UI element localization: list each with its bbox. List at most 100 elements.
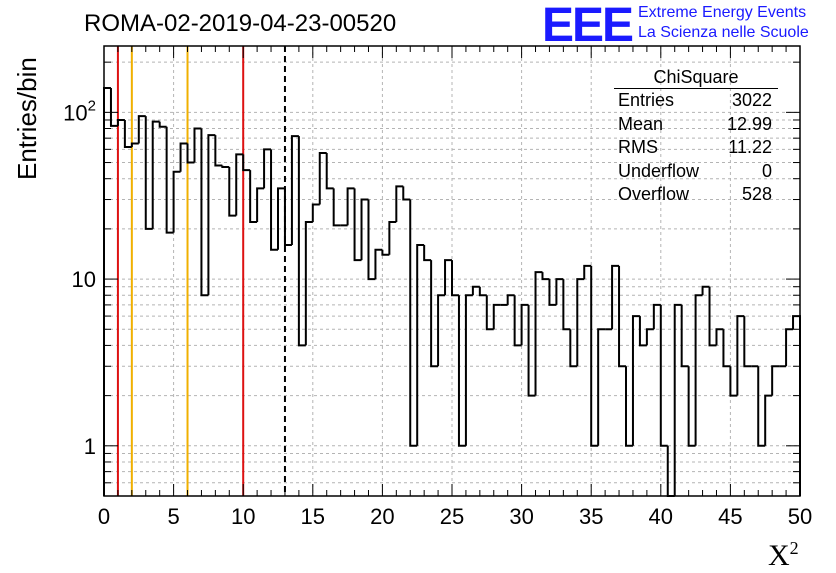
- histogram-bin: [249, 170, 258, 223]
- histogram-bin: [158, 121, 167, 128]
- histogram-bin: [457, 295, 466, 447]
- stats-value: 11.22: [728, 137, 772, 157]
- histogram-bin: [165, 126, 174, 234]
- histogram-bin: [402, 186, 411, 201]
- histogram-bin: [736, 315, 745, 396]
- stats-value: 528: [741, 184, 772, 204]
- histogram-bin: [555, 278, 564, 305]
- histogram-bin: [597, 328, 606, 446]
- histogram-bin: [576, 278, 585, 367]
- x-tick-label: 50: [788, 504, 812, 529]
- stats-row: Overflow 528: [614, 183, 778, 207]
- histogram-bin: [367, 199, 376, 281]
- histogram-bin: [416, 244, 425, 446]
- histogram-bin: [444, 259, 452, 296]
- histogram-bin: [638, 316, 647, 347]
- histogram-bin: [527, 304, 536, 397]
- histogram-bin: [277, 187, 285, 250]
- histogram-bin: [687, 366, 696, 447]
- histogram-bin: [708, 286, 717, 347]
- x-tick-label: 35: [579, 504, 603, 529]
- histogram-bin: [437, 294, 446, 367]
- histogram-bin: [478, 286, 487, 297]
- stats-row: Mean 12.99: [614, 113, 778, 137]
- histogram-bin: [792, 315, 801, 496]
- x-tick-label: 0: [98, 504, 110, 529]
- histogram-bin: [353, 188, 362, 262]
- histogram-bin: [645, 328, 654, 346]
- histogram-bin: [729, 366, 738, 397]
- histogram-bin: [464, 294, 473, 446]
- logo-line-1: Extreme Energy Events: [638, 4, 807, 21]
- histogram-bin: [179, 142, 188, 172]
- x-tick-label: 10: [231, 504, 255, 529]
- histogram-bin: [611, 264, 620, 330]
- histogram-bin: [430, 260, 439, 368]
- x-axis-label: X2: [768, 538, 799, 573]
- histogram-bin: [715, 328, 724, 346]
- histogram-bin: [520, 303, 529, 346]
- histogram-bin: [283, 188, 292, 247]
- histogram-bin: [785, 328, 794, 367]
- x-tick-label: 5: [167, 504, 179, 529]
- histogram-bin: [123, 119, 132, 148]
- histogram-bin: [311, 203, 320, 222]
- stats-row: Underflow 0: [614, 160, 778, 184]
- histogram-bin: [242, 154, 251, 172]
- histogram-bin: [485, 295, 494, 331]
- y-axis-label-wrap: Entries/bin: [8, 40, 42, 180]
- y-tick-label: 102: [63, 97, 96, 125]
- stats-label: RMS: [618, 137, 658, 157]
- histogram-bin: [374, 248, 383, 280]
- histogram-bin: [409, 199, 418, 447]
- histogram-bin: [757, 366, 766, 447]
- histogram-bin: [346, 187, 355, 226]
- stats-title: ChiSquare: [614, 66, 778, 89]
- histogram-bin: [562, 279, 571, 331]
- histogram-bin: [263, 148, 272, 189]
- histogram-bin: [381, 249, 390, 256]
- x-axis-label-main: X: [768, 539, 790, 572]
- y-axis-label: Entries/bin: [12, 57, 42, 180]
- histogram-bin: [360, 198, 369, 261]
- histogram-bin: [256, 187, 265, 222]
- histogram-bin: [618, 265, 626, 368]
- histogram-bin: [590, 265, 599, 447]
- histogram-bin: [388, 220, 397, 255]
- histogram-bin: [290, 135, 299, 246]
- histogram-bin: [423, 245, 432, 262]
- x-tick-label: 45: [718, 504, 742, 529]
- histogram-bin: [492, 303, 501, 330]
- stats-value: 0: [761, 160, 772, 181]
- histogram-bin: [513, 295, 522, 347]
- histogram-bin: [172, 170, 181, 233]
- histogram-bin: [214, 135, 223, 167]
- histogram-bin: [541, 272, 550, 281]
- x-tick-label: 25: [440, 504, 464, 529]
- stats-row: Entries 3022: [614, 89, 778, 113]
- histogram-bin: [325, 153, 334, 190]
- stats-label: Mean: [618, 113, 664, 134]
- histogram-bin: [144, 116, 153, 230]
- histogram-bin: [764, 394, 773, 446]
- histogram-bin: [680, 304, 689, 368]
- stats-label: Overflow: [618, 184, 690, 204]
- histogram-bin: [771, 365, 780, 396]
- histogram-bin: [631, 315, 640, 446]
- histogram-bin: [569, 329, 578, 368]
- histogram-bin: [109, 87, 118, 127]
- histogram-bin: [548, 279, 557, 306]
- histogram-bin: [207, 134, 216, 296]
- histogram-bin: [506, 294, 515, 305]
- histogram-bin: [228, 167, 237, 217]
- histogram-bin: [673, 303, 682, 496]
- histogram-bin: [116, 118, 125, 126]
- histogram-bin: [297, 136, 306, 347]
- histogram-bin: [137, 115, 146, 144]
- eee-logo: EEE: [542, 0, 634, 52]
- histogram-bin: [694, 294, 703, 446]
- histogram-bin: [304, 220, 313, 346]
- histogram-bin: [722, 329, 731, 368]
- y-tick-label: 1: [84, 434, 96, 459]
